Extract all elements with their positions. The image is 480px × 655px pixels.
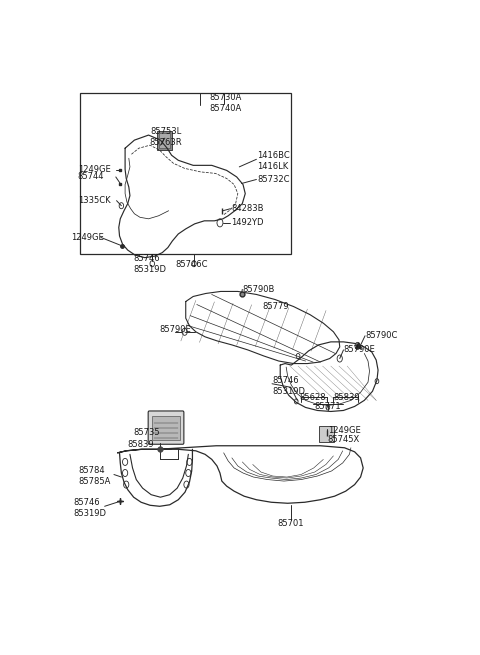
Text: 85745X: 85745X	[328, 435, 360, 443]
Text: 1416BC
1416LK: 1416BC 1416LK	[257, 151, 290, 172]
Text: 85790E: 85790E	[344, 345, 375, 354]
Text: 85771: 85771	[314, 402, 341, 411]
Text: 1335CK: 1335CK	[78, 196, 110, 205]
Text: 85753L
85763R: 85753L 85763R	[150, 126, 182, 147]
Text: 84283B: 84283B	[231, 204, 264, 214]
Text: 85735: 85735	[133, 428, 160, 437]
Text: 85746
85319D: 85746 85319D	[133, 254, 167, 274]
Text: 85790B: 85790B	[242, 285, 275, 294]
Text: 85784
85785A: 85784 85785A	[79, 466, 111, 486]
Text: 1249GE: 1249GE	[71, 233, 104, 242]
Text: 1249GE: 1249GE	[328, 426, 360, 435]
Text: 1249GE: 1249GE	[78, 165, 110, 174]
FancyBboxPatch shape	[148, 411, 184, 444]
Text: 85746
85319D: 85746 85319D	[73, 498, 106, 518]
Text: 85779: 85779	[263, 302, 289, 311]
Text: 85790C: 85790C	[366, 331, 398, 341]
Text: 85730A
85740A: 85730A 85740A	[209, 93, 242, 113]
Bar	[157, 131, 172, 150]
Text: 85746
85319D: 85746 85319D	[273, 376, 306, 396]
Bar	[159, 133, 170, 148]
Text: 85839: 85839	[128, 440, 155, 449]
Text: 85701: 85701	[277, 519, 304, 528]
Bar	[319, 426, 334, 441]
Bar	[152, 415, 180, 440]
Text: 85790E: 85790E	[160, 326, 192, 334]
Text: 85746C: 85746C	[175, 259, 208, 269]
Text: 85744: 85744	[78, 172, 104, 181]
Text: 85839: 85839	[333, 393, 360, 402]
Text: 1492YD: 1492YD	[231, 218, 264, 227]
Text: 85732C: 85732C	[257, 175, 289, 184]
Bar	[81, 93, 290, 254]
Text: 85628: 85628	[300, 393, 326, 402]
